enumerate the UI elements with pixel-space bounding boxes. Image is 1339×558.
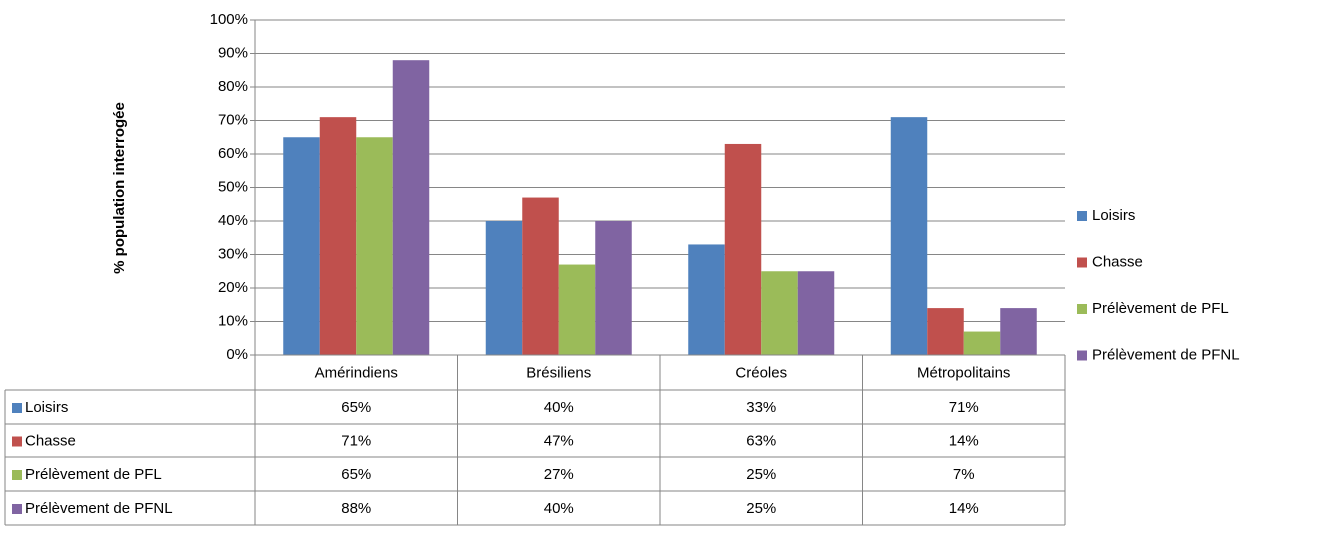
bar — [283, 137, 320, 355]
table-cell: 14% — [949, 432, 979, 449]
bar — [485, 221, 523, 355]
table-cell: 65% — [341, 399, 371, 416]
legend-key — [1077, 304, 1087, 314]
y-tick-label: 10% — [218, 312, 248, 329]
bar — [797, 271, 835, 355]
x-tick-label: Brésiliens — [526, 364, 591, 381]
table-row-label: Loisirs — [25, 399, 68, 416]
bar — [595, 221, 632, 355]
table-cell: 65% — [341, 466, 371, 483]
y-tick-label: 80% — [218, 78, 248, 95]
table-cell: 63% — [746, 432, 776, 449]
table-cell: 33% — [746, 399, 776, 416]
legend-label: Prélèvement de PFNL — [1092, 346, 1240, 363]
table-cell: 40% — [544, 500, 574, 517]
legend-label: Prélèvement de PFL — [1092, 300, 1229, 317]
y-tick-label: 90% — [218, 44, 248, 61]
bar — [761, 271, 798, 355]
table-cell: 71% — [341, 432, 371, 449]
bar — [356, 137, 393, 355]
table-cell: 14% — [949, 500, 979, 517]
y-tick-label: 40% — [218, 212, 248, 229]
table-legend-key — [12, 504, 22, 514]
legend-label: Loisirs — [1092, 207, 1135, 224]
table-cell: 25% — [746, 466, 776, 483]
table-row-label: Prélèvement de PFL — [25, 466, 162, 483]
table-cell: 7% — [953, 466, 975, 483]
bar — [688, 244, 725, 355]
y-tick-label: 100% — [210, 11, 248, 28]
bar — [319, 117, 357, 356]
legend-label: Chasse — [1092, 253, 1143, 270]
table-cell: 40% — [544, 399, 574, 416]
bar — [558, 264, 596, 355]
table-row-label: Chasse — [25, 432, 76, 449]
bar — [392, 60, 430, 355]
bar — [890, 117, 928, 356]
table-cell: 88% — [341, 500, 371, 517]
bar — [724, 143, 762, 355]
table-cell: 71% — [949, 399, 979, 416]
x-tick-label: Amérindiens — [315, 364, 398, 381]
y-tick-label: 30% — [218, 245, 248, 262]
table-legend-key — [12, 470, 22, 480]
legend-key — [1077, 211, 1087, 221]
legend-key — [1077, 257, 1087, 268]
y-tick-label: 0% — [226, 346, 248, 363]
x-tick-label: Métropolitains — [917, 364, 1010, 381]
bar — [522, 197, 559, 355]
y-tick-label: 50% — [218, 178, 248, 195]
table-cell: 25% — [746, 500, 776, 517]
table-row-label: Prélèvement de PFNL — [25, 500, 173, 517]
table-cell: 27% — [544, 466, 574, 483]
table-legend-key — [12, 436, 22, 447]
table-legend-key — [12, 403, 22, 413]
y-axis-title: % population interrogée — [111, 102, 128, 274]
x-tick-label: Créoles — [735, 364, 787, 381]
bar — [927, 308, 964, 355]
bar — [963, 331, 1001, 355]
y-tick-label: 60% — [218, 145, 248, 162]
y-tick-label: 20% — [218, 279, 248, 296]
legend-key — [1077, 350, 1087, 361]
table-cell: 47% — [544, 432, 574, 449]
y-tick-label: 70% — [218, 111, 248, 128]
bar — [1000, 308, 1037, 355]
